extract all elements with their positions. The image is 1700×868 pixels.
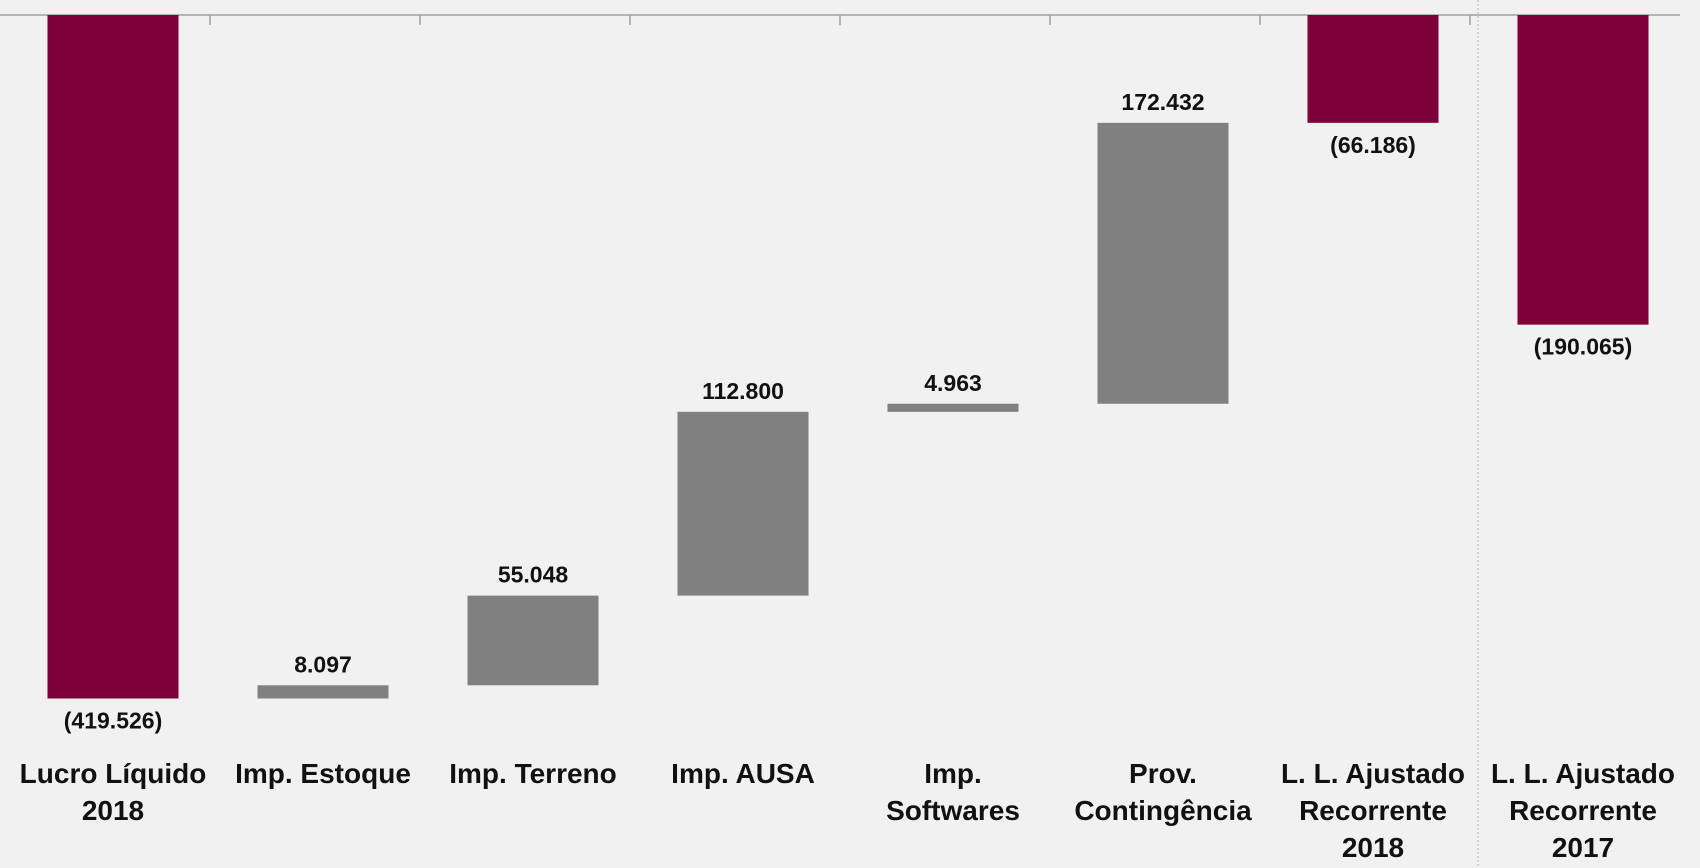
- category-label: Imp. Terreno: [449, 758, 617, 789]
- category-label-line: Imp. AUSA: [671, 758, 815, 789]
- category-label: Imp. AUSA: [671, 758, 815, 789]
- category-label-line: L. L. Ajustado: [1281, 758, 1465, 789]
- data-label: 172.432: [1121, 89, 1204, 115]
- data-label: (419.526): [64, 707, 162, 733]
- data-label: 112.800: [702, 378, 784, 404]
- total-bar: [1307, 15, 1439, 123]
- data-label: (190.065): [1534, 334, 1632, 360]
- delta-bar: [1097, 122, 1229, 404]
- category-label: Imp. Estoque: [235, 758, 411, 789]
- data-label: (66.186): [1330, 132, 1416, 158]
- data-label: 55.048: [498, 562, 569, 588]
- total-bar: [1517, 15, 1649, 325]
- category-label: Prov. Contingência: [1074, 758, 1252, 826]
- category-labels: Lucro Líquido 2018 Imp. Estoque Imp. Terren…: [20, 758, 1675, 863]
- category-label: L. L. Ajustado Recorrente 2017: [1491, 758, 1675, 863]
- category-label-line: Lucro Líquido: [20, 758, 207, 789]
- category-label-line: Imp. Estoque: [235, 758, 411, 789]
- category-label-line: L. L. Ajustado: [1491, 758, 1675, 789]
- data-label: 4.963: [924, 370, 982, 396]
- category-label-line: 2018: [82, 795, 144, 826]
- value-labels: (419.526) 8.097 55.048 112.800 4.963 172.432 (…: [64, 89, 1632, 734]
- category-label-line: Imp. Terreno: [449, 758, 617, 789]
- category-label-line: Imp.: [924, 758, 982, 789]
- data-label: 8.097: [294, 651, 352, 677]
- category-label: L. L. Ajustado Recorrente 2018: [1281, 758, 1465, 863]
- category-label-line: Prov.: [1129, 758, 1197, 789]
- delta-bar: [887, 403, 1019, 412]
- delta-bar: [677, 411, 809, 596]
- category-label-line: Contingência: [1074, 795, 1252, 826]
- category-label-line: Recorrente: [1509, 795, 1657, 826]
- category-label-line: 2017: [1552, 832, 1614, 863]
- delta-bar: [257, 685, 389, 699]
- category-label-line: 2018: [1342, 832, 1404, 863]
- delta-bar: [467, 595, 599, 686]
- category-label-line: Recorrente: [1299, 795, 1447, 826]
- bars: [47, 15, 1649, 699]
- category-label-line: Softwares: [886, 795, 1020, 826]
- category-label: Imp. Softwares: [886, 758, 1020, 826]
- category-label: Lucro Líquido 2018: [20, 758, 207, 826]
- total-bar: [47, 15, 179, 699]
